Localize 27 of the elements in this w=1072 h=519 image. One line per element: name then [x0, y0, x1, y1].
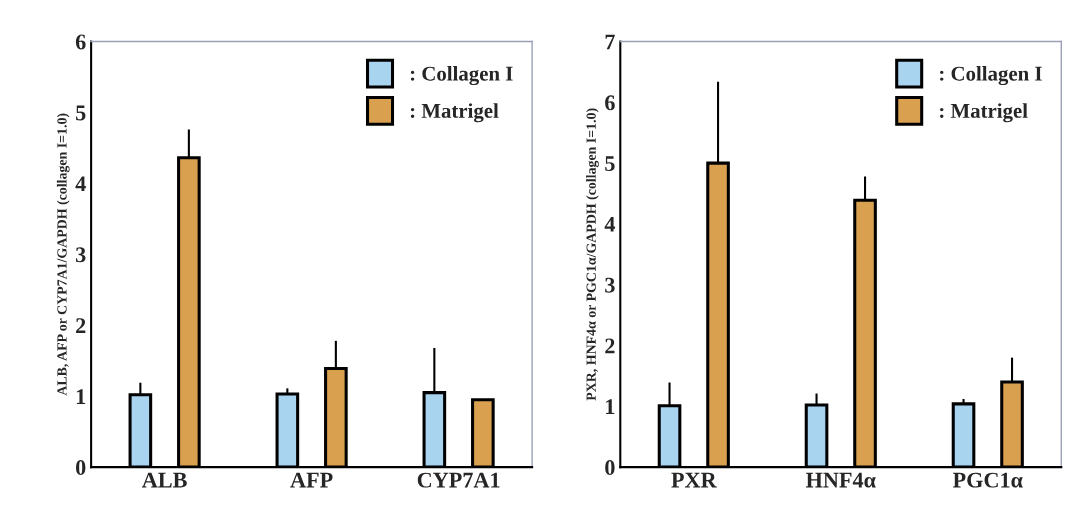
y-tick-label: 6: [605, 95, 615, 111]
y-tick-label: 6: [75, 34, 86, 50]
y-tick-label: 5: [76, 105, 86, 121]
y-tick-label: 2: [605, 338, 615, 354]
legend-label: : Matrigel: [410, 103, 499, 123]
x-tick-label: HNF4α: [805, 472, 876, 488]
y-axis-title: ALB, AFP or CYP7A1/GAPDH (collagen I=1.0): [56, 113, 70, 396]
y-tick-label: 1: [606, 399, 615, 415]
legend-label: : Collagen I: [410, 66, 513, 86]
legend-label: : Collagen I: [940, 66, 1042, 86]
y-tick-label: 7: [605, 34, 615, 50]
y-tick-label: 0: [605, 460, 615, 476]
legend-label: : Matrigel: [940, 103, 1028, 123]
x-tick-label: ALB: [141, 472, 187, 488]
y-tick-label: 2: [76, 318, 86, 333]
x-tick-label: CYP7A1: [417, 472, 500, 488]
x-tick-label: PXR: [671, 472, 717, 488]
x-tick-label: AFP: [290, 472, 333, 488]
y-tick-label: 0: [75, 460, 86, 476]
x-tick-label: PGC1α: [952, 472, 1023, 488]
y-tick-label: 3: [75, 247, 86, 263]
y-tick-label: 4: [604, 216, 616, 232]
y-tick-label: 5: [605, 156, 615, 172]
y-axis-title: PXR, HNF4α or PGC1α/GAPDH (collagen I=1.0): [586, 108, 599, 401]
y-tick-label: 1: [76, 389, 86, 404]
y-tick-label: 3: [605, 277, 615, 293]
y-tick-label: 4: [75, 176, 86, 192]
